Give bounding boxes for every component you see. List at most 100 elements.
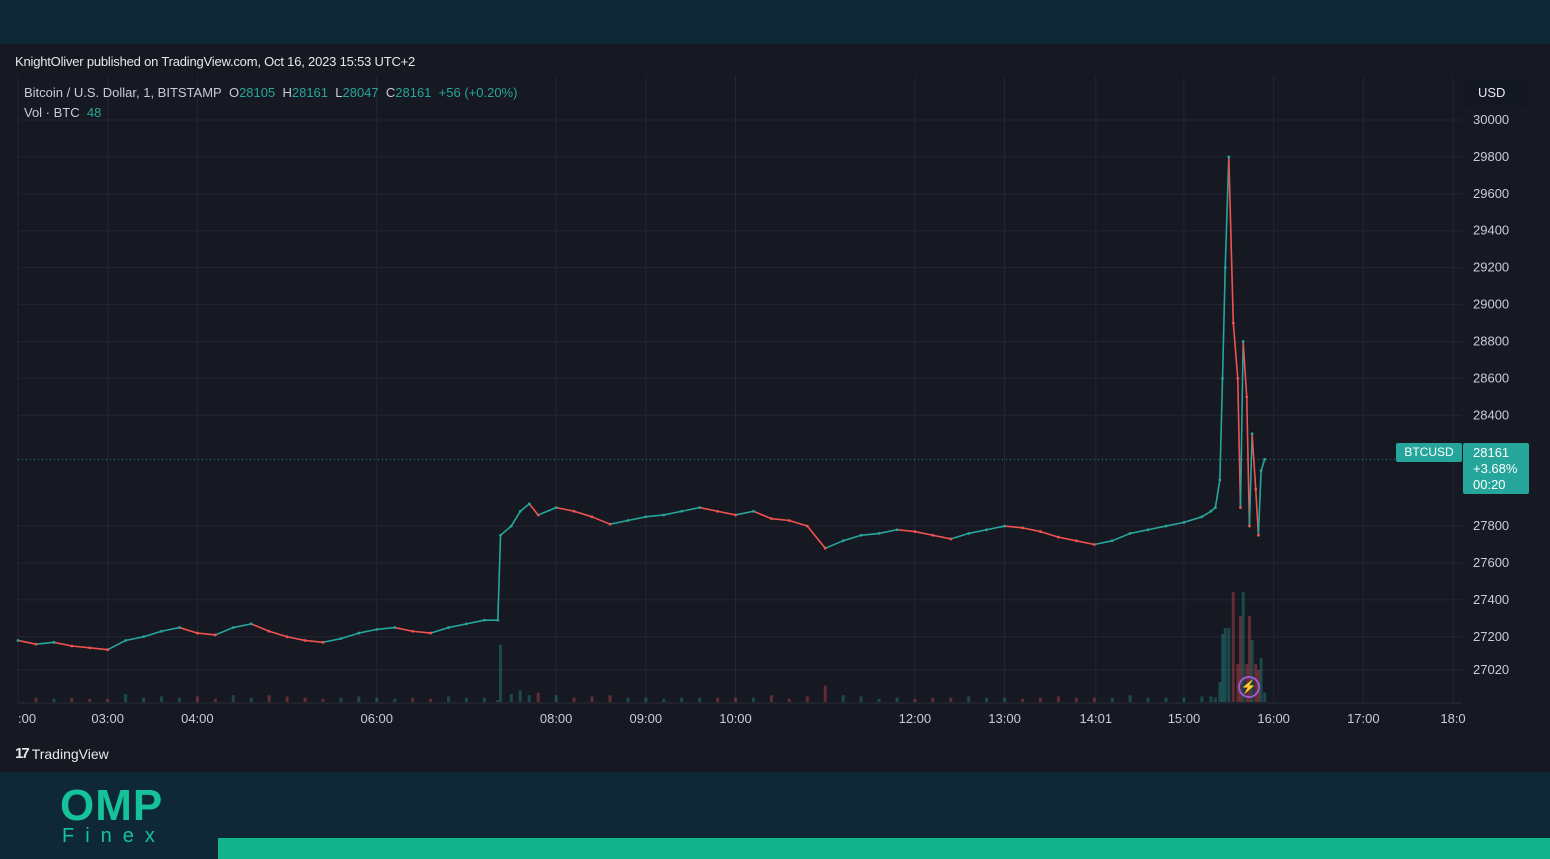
y-tick-label: 27800 <box>1473 518 1509 533</box>
series-segment <box>1201 510 1212 518</box>
data-point <box>823 546 827 550</box>
data-point <box>527 502 531 506</box>
volume-bar <box>572 697 576 702</box>
volume-bar <box>895 697 899 702</box>
data-point <box>841 539 845 543</box>
x-tick-label: 10:00 <box>719 711 752 726</box>
high-label: H <box>282 85 292 100</box>
series-segment <box>573 510 593 518</box>
volume-bar <box>841 695 845 702</box>
data-point <box>499 533 502 537</box>
y-tick-label: 28800 <box>1473 333 1509 348</box>
close-value: 28161 <box>395 85 432 100</box>
volume-bar <box>985 697 989 702</box>
series-segment <box>914 530 934 537</box>
x-tick-label: 17:00 <box>1347 711 1380 726</box>
volume-bar <box>1238 616 1242 702</box>
x-tick-label: 13:00 <box>988 711 1021 726</box>
y-tick-label: 29200 <box>1473 260 1509 275</box>
volume-bar <box>949 697 953 702</box>
y-tick-label: 28600 <box>1473 370 1509 385</box>
volume-bar <box>662 698 666 702</box>
volume-bars <box>34 592 1267 702</box>
y-tick-label: 27400 <box>1473 592 1509 607</box>
data-point <box>482 618 486 622</box>
data-point <box>769 517 773 521</box>
volume-bar <box>1146 697 1150 702</box>
x-tick-label: 06:00 <box>360 711 393 726</box>
data-point <box>249 622 253 626</box>
data-point <box>1021 526 1024 530</box>
y-tick-label: 27200 <box>1473 629 1509 644</box>
volume-bar <box>177 697 181 702</box>
data-point <box>178 626 181 629</box>
data-point <box>357 631 361 635</box>
data-point <box>949 537 953 541</box>
series-segment <box>1242 340 1248 398</box>
data-point <box>411 629 415 633</box>
volume-bar <box>698 697 702 702</box>
series-segment <box>591 516 611 525</box>
brand-name: OMP <box>60 781 164 830</box>
data-point <box>496 618 500 622</box>
data-point <box>1209 509 1213 513</box>
volume-bar <box>464 697 468 702</box>
series-segment <box>609 519 629 525</box>
volume-bar <box>1092 697 1096 702</box>
data-point <box>1227 155 1231 159</box>
volume-bar <box>805 696 809 702</box>
data-point <box>590 515 594 519</box>
data-point <box>626 519 630 522</box>
volume-bar <box>1021 698 1025 702</box>
series-segment <box>1021 527 1042 533</box>
volume-bar <box>1221 634 1225 702</box>
data-point <box>680 509 684 513</box>
currency-label[interactable]: USD <box>1464 80 1528 106</box>
x-tick-label: 14:01 <box>1080 711 1113 726</box>
volume-bar <box>411 697 415 702</box>
publish-info: KnightOliver published on TradingView.co… <box>15 54 416 69</box>
series-segment <box>411 630 432 634</box>
series-segment <box>896 528 916 533</box>
volume-bar <box>769 695 773 702</box>
data-point <box>267 629 271 633</box>
lightning-icon[interactable]: ⚡ <box>1238 676 1260 698</box>
data-point <box>303 639 307 642</box>
volume-bar <box>393 698 397 702</box>
volume-bar <box>1128 695 1132 702</box>
data-point <box>1146 528 1150 532</box>
series-segment <box>340 632 360 640</box>
change-value: +56 (+0.20%) <box>438 85 518 100</box>
tradingview-logo[interactable]: 17 TradingView <box>15 745 109 762</box>
tradingview-text: TradingView <box>31 745 109 762</box>
data-point <box>1257 533 1260 537</box>
series-segment <box>497 534 502 621</box>
volume-bar <box>482 697 486 702</box>
volume-bar <box>1182 697 1186 702</box>
data-point <box>805 524 809 528</box>
series-segment <box>1057 536 1078 542</box>
data-point <box>752 509 755 513</box>
series-segment <box>1248 432 1253 527</box>
volume-bar <box>496 700 500 702</box>
series-segment <box>160 626 181 633</box>
data-point <box>1250 432 1254 436</box>
volume-bar <box>303 697 307 702</box>
symbol-name[interactable]: Bitcoin / U.S. Dollar, 1, BITSTAMP <box>24 85 222 100</box>
series-segment <box>1111 532 1131 542</box>
y-tick-label: 29400 <box>1473 223 1509 238</box>
series-segment <box>555 506 575 513</box>
chart-frame <box>0 44 1550 772</box>
data-point <box>34 642 38 646</box>
series-segment <box>124 635 145 642</box>
footer-accent-bar <box>218 838 1550 859</box>
volume-bar <box>1227 628 1231 702</box>
data-point <box>213 633 217 637</box>
volume-bar <box>877 698 881 702</box>
series-segment <box>932 534 952 540</box>
series-segment <box>734 510 755 516</box>
series-segment <box>806 525 827 549</box>
data-point <box>895 528 899 532</box>
series-segment <box>17 639 37 645</box>
